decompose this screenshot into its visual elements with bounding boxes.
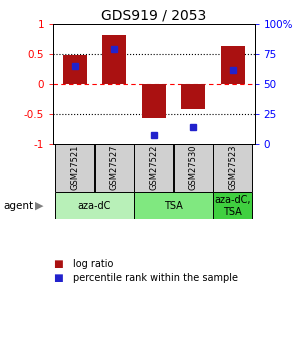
Text: agent: agent — [3, 201, 33, 211]
Bar — [134, 144, 173, 193]
Text: TSA: TSA — [164, 201, 183, 211]
Bar — [134, 193, 213, 219]
Text: GSM27527: GSM27527 — [110, 145, 119, 190]
Bar — [102, 35, 126, 84]
Text: percentile rank within the sample: percentile rank within the sample — [73, 273, 238, 283]
Text: ■: ■ — [53, 273, 63, 283]
Bar — [55, 144, 94, 193]
Text: ▶: ▶ — [35, 201, 43, 211]
Text: GSM27521: GSM27521 — [70, 145, 79, 190]
Title: GDS919 / 2053: GDS919 / 2053 — [101, 9, 206, 23]
Bar — [181, 84, 205, 109]
Bar — [142, 84, 166, 118]
Text: GSM27523: GSM27523 — [228, 145, 237, 190]
Text: log ratio: log ratio — [73, 259, 113, 269]
Text: aza-dC,
TSA: aza-dC, TSA — [215, 195, 251, 217]
Bar — [55, 193, 134, 219]
Text: GSM27530: GSM27530 — [189, 145, 198, 190]
Text: GSM27522: GSM27522 — [149, 145, 158, 190]
Bar — [221, 46, 245, 84]
Bar — [213, 193, 252, 219]
Text: aza-dC: aza-dC — [78, 201, 111, 211]
Bar — [63, 56, 87, 84]
Bar — [174, 144, 213, 193]
Bar — [95, 144, 134, 193]
Bar — [213, 144, 252, 193]
Text: ■: ■ — [53, 259, 63, 269]
